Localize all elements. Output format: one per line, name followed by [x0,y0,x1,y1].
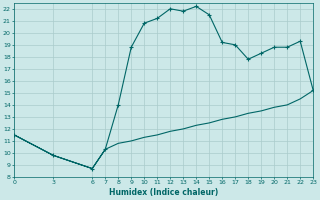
X-axis label: Humidex (Indice chaleur): Humidex (Indice chaleur) [109,188,218,197]
